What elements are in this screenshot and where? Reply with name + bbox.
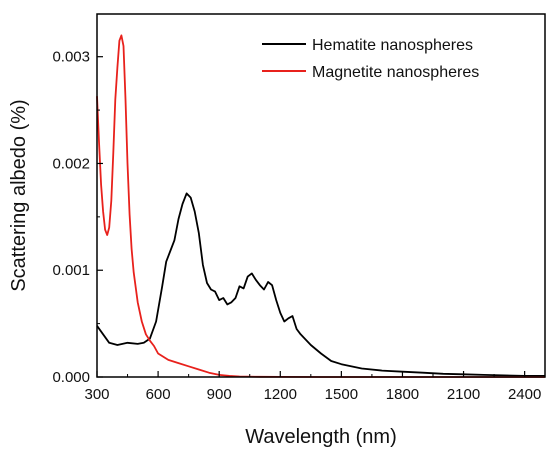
y-tick-label: 0.003 [52, 49, 90, 66]
legend-label-1: Magnetite nanospheres [312, 64, 479, 81]
series-line-0 [96, 192, 545, 377]
x-axis-title: Wavelength (nm) [245, 426, 397, 448]
x-tick-label: 600 [146, 386, 171, 403]
y-tick-label: 0.000 [52, 369, 90, 386]
x-tick-label: 1800 [386, 386, 419, 403]
y-tick-label: 0.001 [52, 262, 90, 279]
legend-label-0: Hematite nanospheres [312, 37, 473, 54]
y-axis-title: Scattering albedo (%) [8, 99, 30, 291]
plot-frame [96, 13, 546, 378]
legend: Hematite nanospheres Magnetite nanosphere… [262, 37, 479, 81]
x-tick-label: 2100 [447, 386, 480, 403]
x-tick-label: 900 [207, 386, 232, 403]
y-tick-label: 0.002 [52, 155, 90, 172]
x-axis: 300 600 900 1200 1500 1800 2100 2400 [84, 371, 541, 403]
y-axis: 0.000 0.001 0.002 0.003 [52, 49, 103, 386]
x-tick-label: 300 [84, 386, 109, 403]
series-line-1 [96, 34, 545, 378]
x-tick-label: 2400 [508, 386, 541, 403]
x-tick-label: 1200 [264, 386, 297, 403]
plot-area [96, 34, 545, 378]
x-tick-label: 1500 [325, 386, 358, 403]
